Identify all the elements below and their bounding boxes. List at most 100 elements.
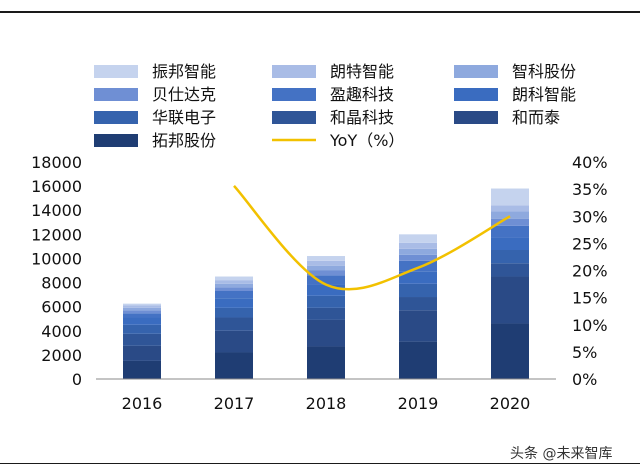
y-right-tick-label: 30% (572, 207, 608, 226)
bar-segment (123, 345, 161, 361)
y-left-tick-label: 8000 (41, 274, 82, 293)
bar-segment (491, 211, 529, 219)
bar-segment (491, 188, 529, 206)
bar-segment (215, 283, 253, 288)
bar-segment (307, 260, 345, 266)
bar-segment (491, 323, 529, 379)
bar-segment (123, 307, 161, 311)
bar-segment (215, 307, 253, 318)
legend-swatch (272, 111, 316, 124)
legend-label: YoY（%） (329, 131, 404, 150)
bar-segment (399, 248, 437, 255)
bottom-rule (0, 463, 640, 464)
legend-swatch (454, 88, 498, 101)
legend-swatch (272, 88, 316, 101)
y-left-tick-label: 16000 (31, 177, 82, 196)
bar-segment (399, 234, 437, 243)
legend-label: 和而泰 (512, 108, 560, 127)
bar-segment (399, 254, 437, 261)
bar-segment (307, 265, 345, 271)
bar-segment (123, 333, 161, 346)
y-left-tick-label: 0 (72, 370, 82, 389)
bars (123, 188, 529, 379)
bar-segment (491, 263, 529, 277)
bar-segment (307, 256, 345, 261)
y-right-tick-label: 20% (572, 262, 608, 281)
bar-segment (123, 360, 161, 379)
bar-segment (215, 330, 253, 353)
legend-label: 和晶科技 (330, 108, 394, 127)
x-tick-label: 2020 (490, 394, 531, 413)
bar-segment (491, 276, 529, 324)
bar-segment (491, 237, 529, 251)
y-left-tick-label: 4000 (41, 322, 82, 341)
y-right-tick-label: 15% (572, 289, 608, 308)
legend-swatch (94, 65, 138, 78)
bar-segment (307, 284, 345, 296)
bar-segment (215, 352, 253, 379)
top-rule (0, 11, 640, 13)
legend-swatch (272, 65, 316, 78)
legend-label: 朗科智能 (512, 85, 576, 104)
x-tick-label: 2017 (214, 394, 255, 413)
bar-segment (399, 341, 437, 379)
bar-segment (123, 317, 161, 325)
bar-segment (307, 346, 345, 379)
y-right-tick-label: 0% (572, 370, 597, 389)
y-left-tick-label: 2000 (41, 346, 82, 365)
bar-segment (123, 313, 161, 318)
legend-swatch (94, 111, 138, 124)
legend-swatch (94, 88, 138, 101)
x-tick-label: 2018 (306, 394, 347, 413)
bar-segment (399, 283, 437, 298)
bar-segment (215, 298, 253, 308)
y-right-tick-label: 40% (572, 153, 608, 172)
legend-label: 华联电子 (152, 108, 216, 127)
y-left-tick-label: 6000 (41, 298, 82, 317)
watermark-text: 头条 @未来智库 (510, 445, 612, 462)
y-left-tick-label: 14000 (31, 201, 82, 220)
bar-segment (123, 305, 161, 308)
legend-label: 贝仕达克 (152, 85, 216, 104)
bar-segment (307, 270, 345, 276)
bar-segment (399, 297, 437, 311)
bar-segment (215, 280, 253, 284)
bar-segment (491, 225, 529, 238)
yoy-line (233, 185, 511, 291)
bar-segment (215, 287, 253, 291)
bar-segment (399, 242, 437, 249)
legend-label: 盈趣科技 (330, 85, 394, 104)
bar-segment (307, 307, 345, 320)
bar-segment (307, 275, 345, 285)
bar-segment (123, 303, 161, 306)
yoy-line-layer (233, 185, 511, 291)
axes: 0 2000 4000 6000 8000 10000 12000 14000 16000 180… (31, 153, 607, 413)
bar-segment (215, 290, 253, 299)
legend-label: 振邦智能 (152, 62, 216, 81)
bar-segment (399, 260, 437, 272)
y-left-tick-label: 18000 (31, 153, 82, 172)
legend-swatch (454, 65, 498, 78)
legend-label: 智科股份 (512, 62, 576, 81)
x-tick-label: 2019 (398, 394, 439, 413)
bar-segment (215, 276, 253, 281)
bar-segment (123, 310, 161, 314)
bar-segment (215, 317, 253, 331)
x-tick-label: 2016 (122, 394, 163, 413)
legend-swatch (94, 134, 138, 147)
bar-segment (307, 319, 345, 347)
y-right-tick-label: 25% (572, 234, 608, 253)
bar-segment (491, 250, 529, 264)
bar-segment (399, 271, 437, 284)
bar-segment (123, 324, 161, 334)
legend-label: 朗特智能 (330, 62, 394, 81)
legend-label: 拓邦股份 (152, 131, 216, 150)
legend-swatch (454, 111, 498, 124)
bar-segment (399, 310, 437, 342)
bar-segment (491, 205, 529, 212)
y-left-tick-label: 10000 (31, 249, 82, 268)
bar-segment (491, 218, 529, 226)
bar-segment (307, 295, 345, 308)
